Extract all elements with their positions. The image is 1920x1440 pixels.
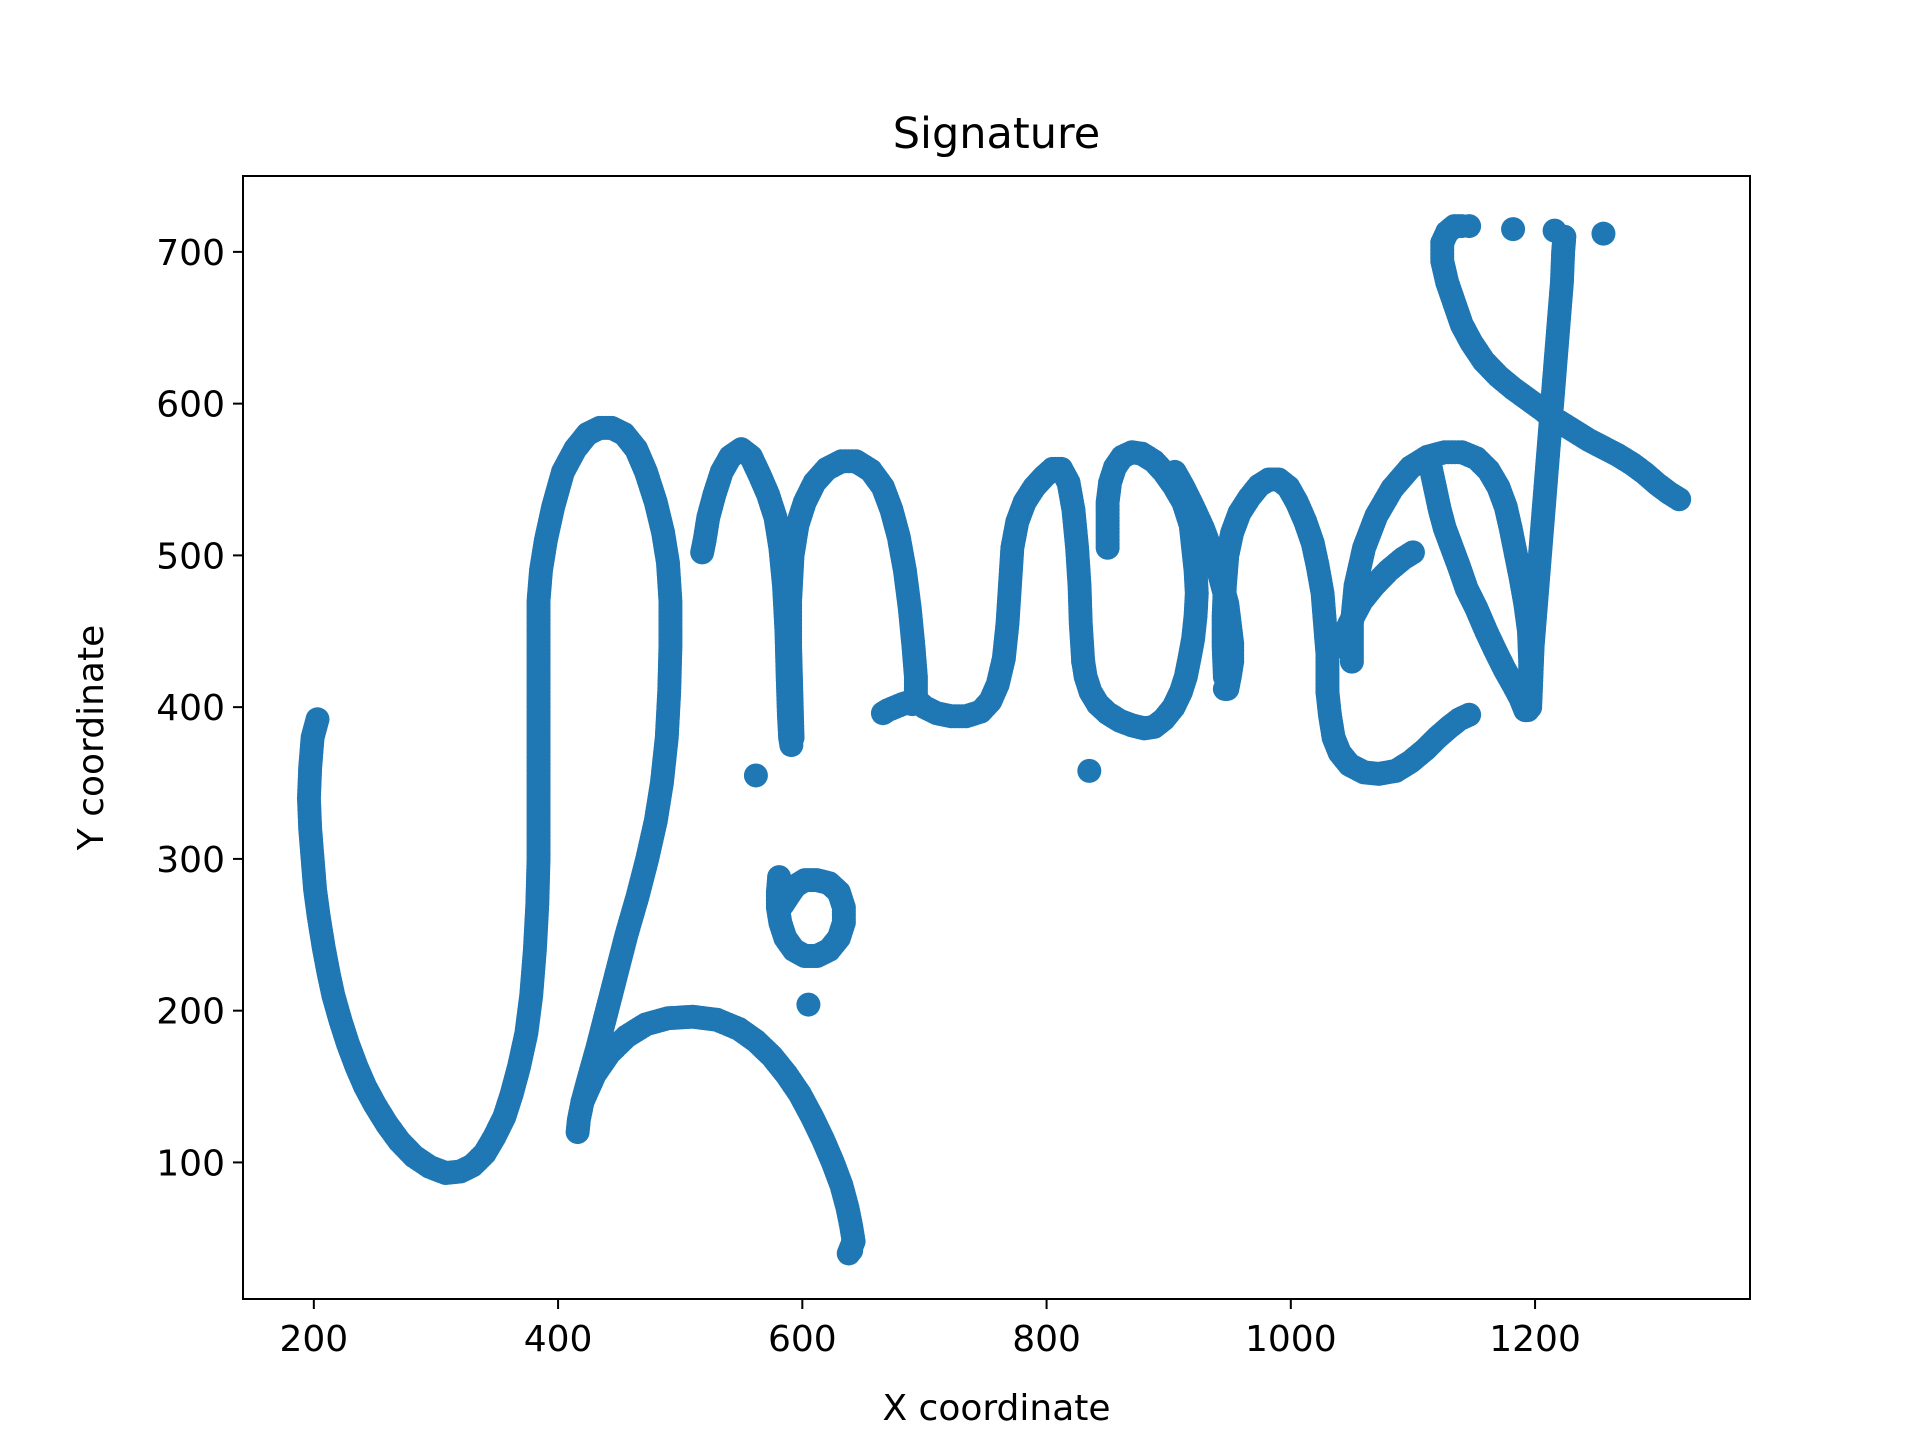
x-tick-label: 200 bbox=[279, 1319, 348, 1360]
x-tick-label: 1000 bbox=[1245, 1319, 1337, 1360]
y-tick-label: 500 bbox=[156, 536, 225, 577]
scatter-point bbox=[796, 992, 821, 1017]
signature-points bbox=[296, 214, 1692, 1266]
scatter-point bbox=[1095, 535, 1120, 560]
scatter-point bbox=[1418, 452, 1443, 477]
x-tick-label: 400 bbox=[524, 1319, 593, 1360]
chart-title: Signature bbox=[893, 109, 1100, 159]
scatter-point bbox=[1591, 221, 1616, 246]
x-tick-label: 600 bbox=[768, 1319, 837, 1360]
scatter-point bbox=[1457, 214, 1482, 239]
y-axis-ticks: 100 200 300 400 500 600 700 bbox=[156, 233, 243, 1184]
y-tick-label: 400 bbox=[156, 688, 225, 729]
scatter-point bbox=[1077, 758, 1102, 783]
y-axis-label: Y coordinate bbox=[71, 625, 112, 851]
scatter-point bbox=[565, 1120, 590, 1145]
x-axis-ticks: 200 400 600 800 1000 1200 bbox=[279, 1299, 1581, 1360]
scatter-point bbox=[743, 763, 768, 788]
scatter-point bbox=[1667, 487, 1692, 512]
scatter-point bbox=[1542, 218, 1567, 243]
scatter-point bbox=[839, 1238, 864, 1263]
y-tick-label: 700 bbox=[156, 233, 225, 274]
y-tick-label: 600 bbox=[156, 385, 225, 426]
scatter-point bbox=[1457, 702, 1482, 727]
plot-area-frame bbox=[242, 175, 1751, 1300]
y-tick-label: 100 bbox=[156, 1143, 225, 1184]
scatter-point bbox=[1501, 217, 1526, 242]
x-tick-label: 1200 bbox=[1489, 1319, 1581, 1360]
y-tick-label: 200 bbox=[156, 992, 225, 1033]
y-tick-label: 300 bbox=[156, 840, 225, 881]
scatter-point bbox=[770, 892, 795, 917]
x-tick-label: 800 bbox=[1012, 1319, 1081, 1360]
x-axis-label: X coordinate bbox=[882, 1388, 1110, 1429]
scatter-point bbox=[1400, 540, 1425, 565]
